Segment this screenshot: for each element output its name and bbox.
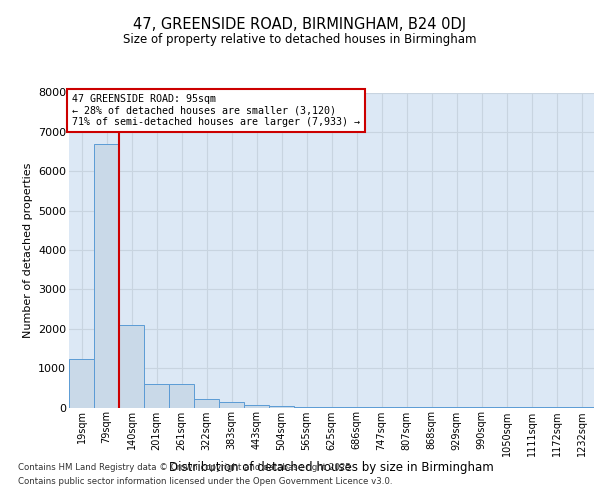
Text: Contains HM Land Registry data © Crown copyright and database right 2025.: Contains HM Land Registry data © Crown c…: [18, 464, 353, 472]
Bar: [169, 384, 194, 407]
Bar: [269, 406, 294, 407]
Bar: [119, 325, 144, 407]
Bar: [94, 144, 119, 408]
X-axis label: Distribution of detached houses by size in Birmingham: Distribution of detached houses by size …: [169, 462, 494, 474]
Bar: [244, 404, 269, 407]
Bar: [219, 402, 244, 407]
Bar: [144, 384, 169, 407]
Text: Size of property relative to detached houses in Birmingham: Size of property relative to detached ho…: [123, 32, 477, 46]
Text: 47, GREENSIDE ROAD, BIRMINGHAM, B24 0DJ: 47, GREENSIDE ROAD, BIRMINGHAM, B24 0DJ: [133, 18, 467, 32]
Text: 47 GREENSIDE ROAD: 95sqm
← 28% of detached houses are smaller (3,120)
71% of sem: 47 GREENSIDE ROAD: 95sqm ← 28% of detach…: [71, 94, 359, 128]
Bar: [69, 358, 94, 408]
Text: Contains public sector information licensed under the Open Government Licence v3: Contains public sector information licen…: [18, 477, 392, 486]
Y-axis label: Number of detached properties: Number of detached properties: [23, 162, 32, 338]
Bar: [194, 399, 219, 407]
